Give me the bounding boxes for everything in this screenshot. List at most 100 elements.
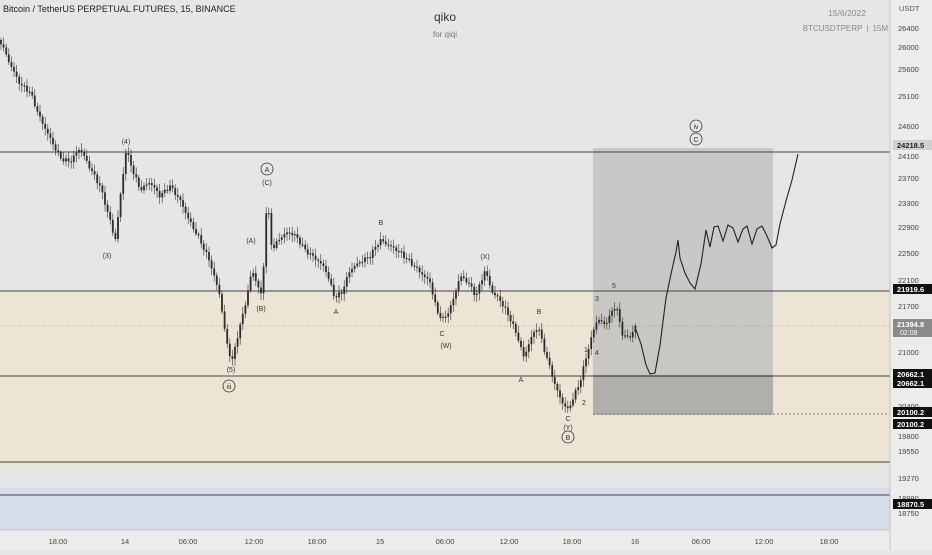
y-tick-label: 23300: [898, 199, 919, 208]
candle-body: [540, 329, 543, 339]
candle-body: [278, 239, 281, 242]
candle-body: [0, 40, 2, 45]
candle-body: [613, 309, 616, 311]
candle-body: [83, 151, 86, 156]
author-subtitle: for qiqi: [432, 30, 457, 39]
candle-body: [280, 237, 283, 240]
candle-body: [317, 259, 320, 262]
candle-body: [65, 158, 67, 162]
wave-label: (5): [227, 367, 236, 374]
candle-body: [512, 321, 515, 324]
candle-body: [236, 338, 239, 347]
wave-label: C: [439, 331, 444, 338]
candle-body: [291, 232, 294, 236]
candle-body: [52, 137, 54, 145]
candle-body: [15, 71, 18, 77]
candle-body: [611, 310, 613, 316]
wave-circle: [689, 132, 703, 146]
y-tick-label: 25100: [898, 92, 919, 101]
candle-body: [600, 320, 603, 322]
candle-body: [397, 251, 400, 253]
y-tick-label: 26400: [898, 24, 919, 33]
candle-body: [634, 325, 637, 333]
wave-label: (C): [262, 180, 272, 187]
candle-body: [80, 149, 83, 152]
x-tick-label: 12:00: [755, 537, 774, 546]
candle-body: [436, 302, 439, 314]
wave-label: iv: [693, 124, 699, 131]
candle-body: [468, 282, 470, 284]
candle-body: [161, 192, 164, 198]
target-box-lower: [593, 376, 773, 415]
candle-body: [423, 274, 426, 277]
candle-body: [559, 390, 561, 398]
wave-label: (B): [256, 306, 265, 313]
wave-label: (4): [122, 139, 131, 146]
candle-body: [543, 338, 546, 353]
y-tick-label: 18990: [898, 494, 919, 503]
candle-body: [574, 389, 577, 400]
candle-body: [202, 243, 205, 250]
candle-body: [221, 294, 223, 312]
candle-body: [54, 144, 57, 151]
candle-body: [452, 298, 455, 306]
candle-body: [486, 271, 489, 276]
candle-body: [10, 62, 13, 67]
candle-body: [332, 284, 335, 297]
candle-body: [228, 343, 231, 357]
x-tick-label: 06:00: [692, 537, 711, 546]
candle-body: [348, 272, 351, 278]
ticker-symbol: BTCUSDTPERP: [802, 24, 863, 33]
candle-body: [561, 397, 564, 404]
wave-label: C: [565, 416, 570, 423]
candle-body: [195, 229, 197, 234]
x-tick-label: 18:00: [820, 537, 839, 546]
candle-body: [301, 244, 304, 246]
candle-body: [208, 251, 210, 261]
x-tick-label: 18:00: [49, 537, 68, 546]
candle-body: [447, 313, 450, 317]
candle-body: [577, 387, 580, 390]
y-tick-label: 21700: [898, 302, 919, 311]
candle-body: [353, 266, 356, 269]
candle-body: [241, 313, 244, 325]
candle-body: [525, 351, 528, 357]
price-label: 20662.1: [897, 379, 924, 388]
candle-body: [460, 276, 463, 282]
zone-band: [0, 488, 890, 530]
candle-body: [132, 165, 135, 175]
price-label-box: [893, 369, 932, 379]
candle-body: [327, 272, 330, 279]
wave-label: (Y): [563, 425, 572, 432]
candle-body: [306, 249, 309, 255]
candle-body: [548, 357, 551, 366]
candle-body: [522, 346, 525, 357]
candle-body: [322, 263, 325, 266]
candle-body: [231, 356, 234, 359]
price-label-box: [893, 140, 932, 150]
candle-body: [197, 233, 200, 236]
candle-body: [410, 259, 413, 266]
candle-body: [483, 271, 486, 281]
price-label: 21919.6: [897, 285, 924, 294]
wave-label: B: [379, 220, 384, 227]
x-tick-label: 18:00: [563, 537, 582, 546]
wave-label: A: [334, 309, 339, 316]
candle-body: [449, 305, 452, 314]
candle-body: [384, 241, 387, 245]
candle-body: [218, 284, 221, 295]
x-tick-label: 15: [376, 537, 384, 546]
candle-body: [72, 155, 75, 163]
candle-body: [590, 337, 593, 350]
candle-body: [254, 273, 257, 281]
candle-body: [20, 83, 23, 86]
candle-body: [473, 286, 476, 296]
y-tick-label: 22900: [898, 223, 919, 232]
candle-body: [530, 336, 533, 345]
candle-body: [145, 184, 148, 186]
candle-body: [98, 183, 101, 186]
candle-body: [569, 405, 572, 409]
candle-body: [293, 234, 296, 236]
